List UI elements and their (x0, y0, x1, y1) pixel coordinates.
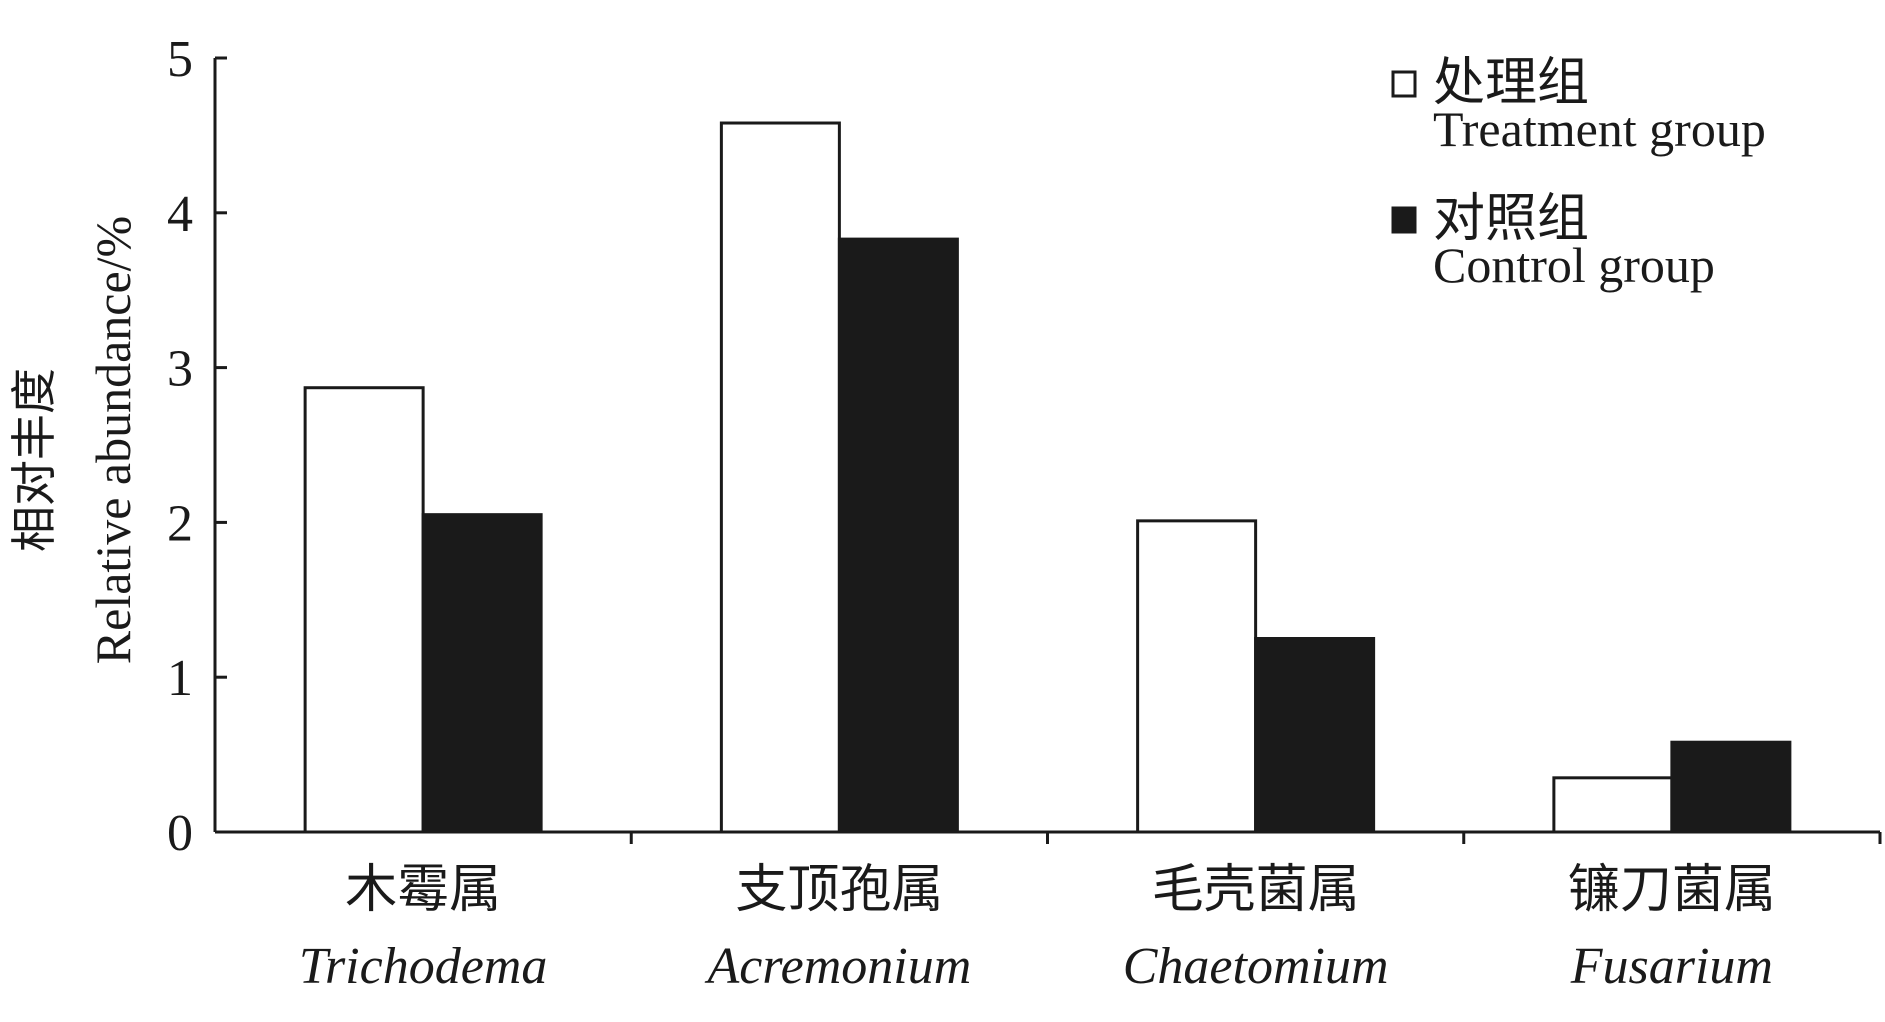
bar-treatment-1 (719, 121, 841, 834)
y-tick-labels: 0 1 2 3 4 5 (167, 31, 193, 862)
legend-swatch-treatment (1391, 70, 1417, 98)
y-axis-title-cn: 相对丰度 (9, 368, 60, 552)
bar-control-3 (1670, 740, 1792, 834)
legend-label-en: Control group (1433, 237, 1715, 293)
legend-label-cn: 对照组 (1433, 191, 1589, 248)
x-tick-label-latin: Chaetomium (1123, 938, 1389, 995)
y-axis-title-en: Relative abundance/% (85, 216, 141, 664)
y-tick-label: 4 (167, 186, 193, 243)
x-tick-label-cn: 木霉属 (345, 862, 501, 919)
y-tick-label: 0 (167, 805, 193, 862)
legend-label-en: Treatment group (1433, 101, 1766, 157)
bar-treatment-0 (303, 386, 425, 834)
y-tick-label: 1 (167, 650, 193, 707)
x-tick-label-cn: 支顶孢属 (735, 862, 943, 919)
y-tick-label: 3 (167, 341, 193, 398)
x-tick-labels: 木霉属 Trichodema 支顶孢属 Acremonium 毛壳菌属 Chaetomiu… (299, 862, 1776, 995)
legend-label-cn: 处理组 (1433, 55, 1589, 112)
x-tick-label-latin: Fusarium (1570, 938, 1773, 995)
bar-treatment-2 (1136, 519, 1258, 834)
bar-control-1 (837, 237, 959, 834)
x-tick-label-cn: 镰刀菌属 (1568, 862, 1776, 919)
legend-swatch-control (1391, 206, 1417, 234)
bar-control-0 (421, 513, 543, 834)
bar-control-2 (1254, 637, 1376, 834)
y-axis-title: 相对丰度 Relative abundance/% (9, 216, 141, 664)
bars (303, 121, 1792, 834)
x-tick-label-cn: 毛壳菌属 (1152, 862, 1360, 919)
y-tick-label: 5 (167, 31, 193, 88)
x-tick-label-latin: Trichodema (299, 938, 547, 995)
bar-treatment-3 (1552, 776, 1674, 834)
x-tick-label-latin: Acremonium (704, 938, 971, 995)
y-tick-label: 2 (167, 495, 193, 552)
